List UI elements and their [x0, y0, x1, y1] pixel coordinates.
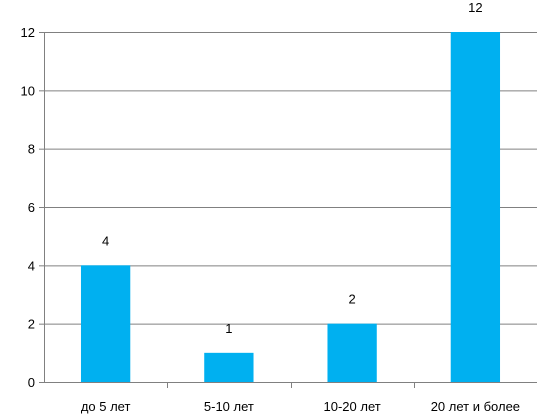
- y-tick-label: 12: [21, 25, 35, 40]
- y-tick-label: 10: [21, 83, 35, 98]
- axes: [39, 32, 537, 388]
- bar: [450, 32, 501, 382]
- y-tick-label: 8: [28, 142, 35, 157]
- x-category-label: 20 лет и более: [431, 399, 520, 414]
- bar: [327, 323, 377, 382]
- y-tick-label: 2: [28, 317, 35, 332]
- data-label: 12: [468, 0, 482, 15]
- x-category-label: до 5 лет: [81, 399, 131, 414]
- y-tick-label: 0: [28, 375, 35, 390]
- x-category-label: 10-20 лет: [324, 399, 381, 414]
- data-label: 2: [349, 292, 356, 307]
- data-label: 1: [225, 321, 232, 336]
- bar: [204, 352, 254, 382]
- x-category-label: 5-10 лет: [204, 399, 254, 414]
- data-label: 4: [102, 233, 109, 248]
- y-tick-label: 4: [28, 258, 35, 273]
- y-tick-label: 6: [28, 200, 35, 215]
- bars: [80, 32, 501, 382]
- bar: [80, 265, 131, 382]
- labels: 0 2 4 6 8 10 12 4 до 5 лет 1 5-10 лет 2 10-20 лет 12 2…: [21, 0, 521, 414]
